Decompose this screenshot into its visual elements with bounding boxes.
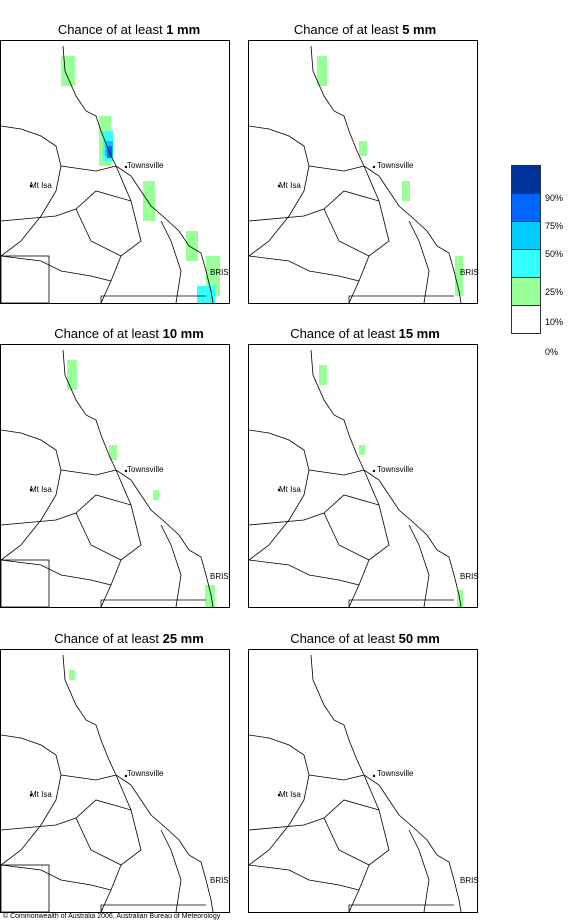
legend-label: 50% bbox=[545, 249, 564, 259]
label-mt-isa: Mt Isa bbox=[30, 790, 52, 799]
map-25mm bbox=[0, 649, 230, 913]
copyright-notice: © Commonwealth of Australia 2006, Austra… bbox=[3, 913, 221, 920]
label-mt-isa: Mt Isa bbox=[30, 181, 52, 190]
map-svg bbox=[1, 45, 220, 303]
label-bris: BRIS bbox=[210, 268, 229, 277]
panel-title-50mm: Chance of at least 50 mm bbox=[290, 631, 440, 646]
legend-label: 75% bbox=[545, 221, 564, 231]
label-bris: BRIS bbox=[210, 876, 229, 885]
legend-swatch bbox=[511, 249, 541, 278]
map-10mm bbox=[0, 344, 230, 608]
map-5mm bbox=[248, 40, 478, 304]
panel-title-1mm: Chance of at least 1 mm bbox=[57, 22, 201, 37]
map-svg bbox=[1, 654, 214, 912]
panel-title-10mm: Chance of at least 10 mm bbox=[54, 326, 204, 341]
label-bris: BRIS bbox=[460, 268, 479, 277]
label-townsville: Townsville bbox=[127, 465, 164, 474]
panel-title-25mm: Chance of at least 25 mm bbox=[54, 631, 204, 646]
label-mt-isa: Mt Isa bbox=[279, 485, 301, 494]
label-bris: BRIS bbox=[210, 572, 229, 581]
legend-swatch bbox=[511, 193, 541, 222]
legend-label: 0% bbox=[545, 347, 559, 357]
map-svg bbox=[249, 654, 462, 912]
label-mt-isa: Mt Isa bbox=[279, 790, 301, 799]
label-bris: BRIS bbox=[460, 876, 479, 885]
legend-swatch bbox=[511, 277, 541, 306]
map-svg bbox=[1, 349, 215, 607]
legend-label: 10% bbox=[545, 317, 564, 327]
label-townsville: Townsville bbox=[377, 465, 414, 474]
panel-title-5mm: Chance of at least 5 mm bbox=[293, 22, 437, 37]
legend-swatch bbox=[511, 221, 541, 250]
map-svg bbox=[249, 45, 463, 303]
map-15mm bbox=[248, 344, 478, 608]
label-townsville: Townsville bbox=[377, 769, 414, 778]
label-mt-isa: Mt Isa bbox=[279, 181, 301, 190]
label-townsville: Townsville bbox=[127, 769, 164, 778]
legend-swatch bbox=[511, 165, 541, 194]
map-50mm bbox=[248, 649, 478, 913]
label-bris: BRIS bbox=[460, 572, 479, 581]
label-townsville: Townsville bbox=[377, 161, 414, 170]
map-svg bbox=[249, 349, 463, 607]
label-townsville: Townsville bbox=[127, 161, 164, 170]
label-mt-isa: Mt Isa bbox=[30, 485, 52, 494]
legend-label: 90% bbox=[545, 193, 564, 203]
legend-label: 25% bbox=[545, 287, 564, 297]
map-1mm bbox=[0, 40, 230, 304]
legend-swatch bbox=[511, 305, 541, 334]
panel-title-15mm: Chance of at least 15 mm bbox=[290, 326, 440, 341]
legend: 90% 75% 50% 25% 10% 0% bbox=[511, 165, 563, 357]
